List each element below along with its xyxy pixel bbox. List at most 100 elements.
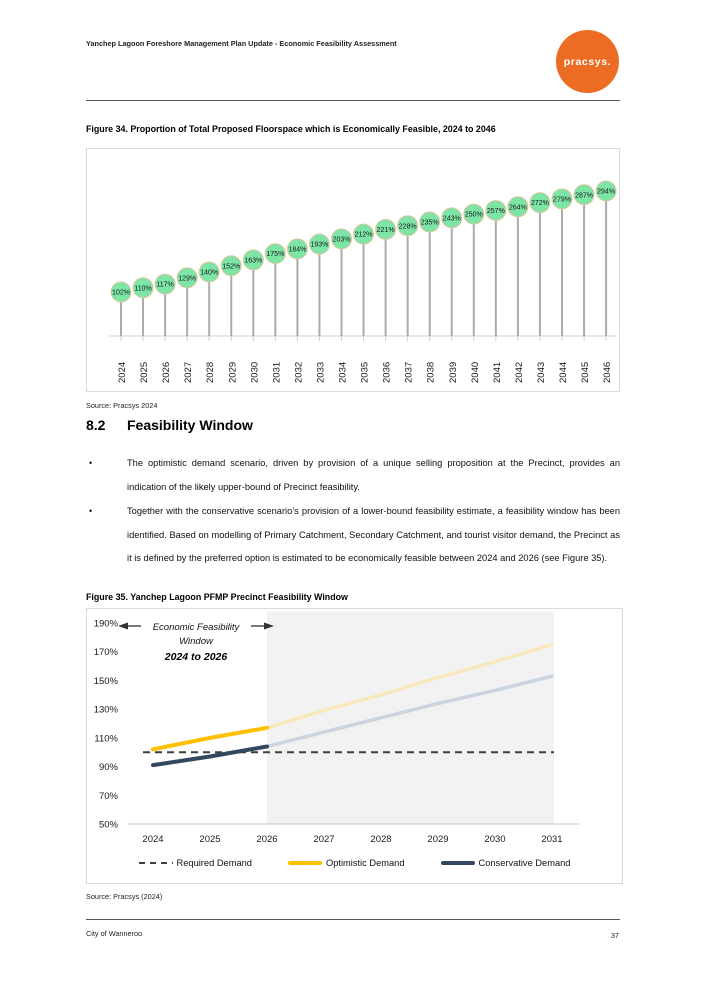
- legend-item-optimistic-demand: Optimistic Demand: [287, 858, 405, 868]
- value-label: 152%: [222, 263, 240, 270]
- lollipop-marker: [132, 277, 154, 299]
- lollipop-marker: [176, 267, 198, 289]
- lollipop-marker: [308, 233, 330, 255]
- footer-rule: [86, 919, 620, 920]
- lollipop-marker: [441, 207, 463, 229]
- legend-label: Required Demand: [176, 858, 252, 868]
- lollipop-marker: [463, 203, 485, 225]
- bullet-marker: •: [89, 506, 93, 516]
- bullet-item: • Together with the conservative scenari…: [86, 500, 620, 571]
- figure35-chart-frame: 190% 170% 150% 130% 110% 90% 70% 50% 2024 2025 202…: [86, 608, 623, 884]
- pracsys-logo-text: pracsys.: [563, 55, 612, 68]
- pracsys-logo: pracsys.: [556, 30, 619, 93]
- value-label: 272%: [531, 200, 549, 207]
- lollipop-marker: [154, 273, 176, 295]
- legend-label: Conservative Demand: [478, 858, 571, 868]
- year-label: 2036: [382, 362, 393, 383]
- value-label: 257%: [487, 208, 505, 215]
- y-tick-label: 190%: [94, 619, 119, 630]
- value-label: 294%: [597, 189, 615, 196]
- y-tick-label: 110%: [94, 733, 118, 744]
- lollipop-marker: [595, 180, 617, 202]
- bullet-marker: •: [89, 458, 93, 468]
- lollipop-marker: [375, 218, 397, 240]
- year-label: 2046: [602, 362, 613, 383]
- x-tick-label: 2028: [370, 834, 391, 845]
- footer-text: City of Wanneroo: [86, 929, 143, 938]
- year-label: 2044: [558, 362, 569, 383]
- optimistic-demand-projection-line: [265, 642, 554, 730]
- required-demand-dash-swatch: [138, 861, 173, 865]
- x-tick-label: 2029: [427, 834, 448, 845]
- right-arrow-icon: [264, 622, 274, 630]
- year-label: 2040: [470, 362, 481, 383]
- optimistic-demand-line: [151, 725, 269, 752]
- bullet-item: • The optimistic demand scenario, driven…: [86, 452, 620, 499]
- x-tick-label: 2025: [199, 834, 220, 845]
- lollipop-marker: [286, 238, 308, 260]
- optimistic-demand-swatch: [287, 861, 322, 865]
- value-label: 102%: [112, 290, 130, 297]
- value-label: 117%: [156, 282, 173, 289]
- window-annotation-line3: 2024 to 2026: [164, 651, 228, 663]
- window-annotation-line2: Window: [179, 636, 214, 647]
- x-tick-label: 2030: [484, 834, 505, 845]
- figure34-source: Source: Pracsys 2024: [86, 401, 158, 410]
- value-label: 235%: [421, 220, 439, 227]
- year-label: 2038: [426, 362, 437, 383]
- value-label: 228%: [399, 223, 417, 230]
- section-title: Feasibility Window: [127, 417, 253, 433]
- conservative-demand-line: [151, 744, 269, 768]
- value-label: 221%: [377, 227, 395, 234]
- legend-item-conservative-demand: Conservative Demand: [440, 858, 571, 868]
- lollipop-marker: [419, 211, 441, 233]
- legend-label: Optimistic Demand: [325, 858, 405, 868]
- x-tick-label: 2024: [142, 834, 163, 845]
- value-label: 287%: [575, 192, 593, 199]
- floorspace-lollipop-chart: 102% 2024 110% 2025 117% 2026 129% 2027 140% 2028…: [109, 180, 617, 383]
- feasibility-window-shade: [267, 612, 554, 824]
- y-tick-label: 90%: [99, 762, 119, 773]
- lollipop-marker: [110, 281, 132, 303]
- x-tick-label: 2026: [256, 834, 277, 845]
- conservative-demand-swatch: [440, 861, 475, 865]
- year-label: 2045: [580, 362, 591, 383]
- value-label: 184%: [288, 246, 306, 253]
- lollipop-marker: [331, 228, 352, 250]
- y-tick-label: 50%: [99, 820, 119, 831]
- value-label: 212%: [355, 232, 373, 239]
- year-label: 2031: [271, 362, 282, 383]
- section-heading: 8.2 Feasibility Window: [86, 417, 253, 433]
- year-label: 2034: [338, 362, 349, 383]
- left-arrow-icon: [118, 622, 128, 630]
- lollipop-marker: [353, 223, 375, 245]
- lollipop-marker: [220, 255, 242, 277]
- document-header-title: Yanchep Lagoon Foreshore Management Plan…: [86, 39, 397, 48]
- conservative-demand-projection-line: [265, 674, 554, 749]
- lollipop-marker: [529, 192, 551, 214]
- figure35-legend: Required Demand Optimistic Demand Conser…: [87, 858, 622, 868]
- y-tick-label: 150%: [94, 676, 119, 687]
- page-number: 37: [610, 931, 619, 940]
- figure35-source: Source: Pracsys (2024): [86, 892, 163, 901]
- lollipop-marker: [264, 243, 286, 265]
- year-label: 2043: [536, 362, 547, 383]
- value-label: 163%: [244, 258, 262, 265]
- value-label: 140%: [200, 270, 218, 277]
- year-label: 2030: [249, 362, 260, 383]
- value-label: 279%: [553, 196, 571, 203]
- figure34-chart-frame: 102% 2024 110% 2025 117% 2026 129% 2027 140% 2028…: [86, 148, 620, 392]
- y-tick-label: 170%: [94, 647, 119, 658]
- year-label: 2028: [205, 362, 216, 383]
- figure35-caption: Figure 35. Yanchep Lagoon PFMP Precinct …: [86, 592, 348, 602]
- bullet-text: The optimistic demand scenario, driven b…: [127, 458, 620, 492]
- year-label: 2033: [315, 362, 326, 383]
- lollipop-marker: [573, 184, 595, 206]
- year-label: 2035: [360, 362, 371, 383]
- y-tick-label: 70%: [99, 791, 119, 802]
- year-label: 2025: [139, 362, 150, 383]
- year-label: 2041: [492, 362, 503, 383]
- x-tick-label: 2031: [541, 834, 562, 845]
- value-label: 264%: [509, 204, 527, 211]
